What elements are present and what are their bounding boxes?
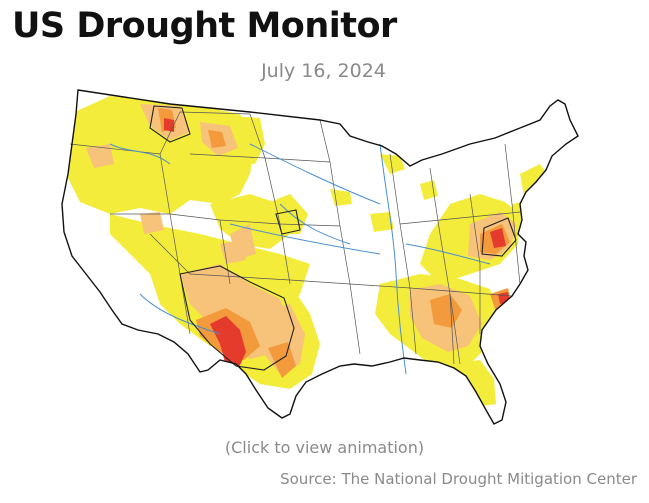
rivers <box>109 143 491 375</box>
us-drought-map-svg <box>61 89 579 425</box>
animation-link[interactable]: (Click to view animation) <box>0 438 649 457</box>
drought-map[interactable] <box>50 84 610 438</box>
drought-contours <box>149 105 517 371</box>
drought-layer <box>66 96 550 406</box>
map-date: July 16, 2024 <box>0 60 649 82</box>
source-credit: Source: The National Drought Mitigation … <box>280 470 637 488</box>
state-boundaries <box>69 111 521 365</box>
map-date-text: July 16, 2024 <box>261 60 386 82</box>
animation-link-text[interactable]: (Click to view animation) <box>224 438 425 457</box>
page-title: US Drought Monitor <box>12 6 397 46</box>
